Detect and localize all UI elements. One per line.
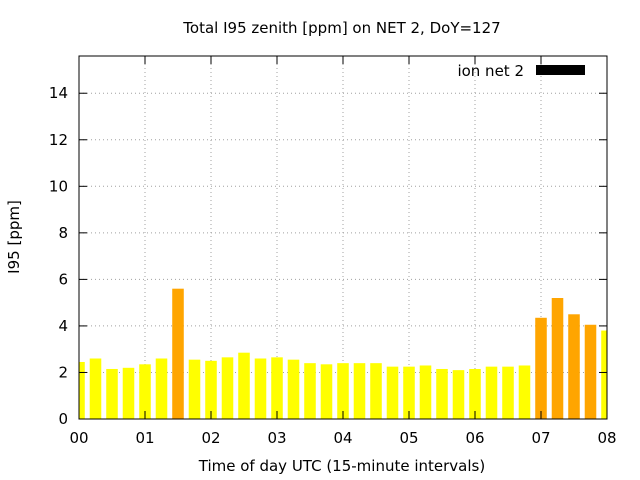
x-axis-label: Time of day UTC (15-minute intervals)	[198, 457, 485, 475]
bar	[601, 330, 607, 419]
bar	[287, 359, 300, 419]
bar	[370, 363, 382, 419]
legend-label: ion net 2	[457, 62, 524, 80]
bar	[238, 352, 250, 419]
y-tick-labels: 0 2 4 6 8 10 12 14	[49, 84, 68, 428]
y-tick-label: 8	[58, 224, 68, 242]
ticks	[78, 56, 608, 420]
y-tick-label: 4	[58, 317, 68, 335]
bar	[518, 365, 531, 419]
bar	[386, 366, 399, 419]
bar	[419, 365, 432, 419]
y-tick-label: 14	[49, 84, 68, 102]
x-tick-label: 06	[465, 429, 484, 447]
bar	[304, 363, 316, 419]
bar	[485, 366, 498, 419]
bar	[353, 363, 366, 419]
x-tick-label: 00	[69, 429, 88, 447]
y-tick-label: 12	[49, 131, 68, 149]
x-tick-label: 07	[531, 429, 550, 447]
legend: ion net 2	[457, 62, 585, 80]
bar	[106, 368, 118, 419]
chart-title: Total I95 zenith [ppm] on NET 2, DoY=127	[182, 19, 500, 37]
bar	[502, 366, 514, 419]
y-axis-label: I95 [ppm]	[5, 200, 23, 274]
bar	[122, 367, 135, 419]
bar	[188, 359, 201, 419]
bar	[337, 363, 349, 419]
bar	[551, 298, 564, 419]
bars	[79, 288, 607, 419]
legend-swatch	[536, 65, 585, 75]
bar	[436, 368, 448, 419]
bar	[221, 357, 234, 419]
bar	[172, 288, 184, 419]
bar	[568, 314, 580, 419]
bar	[254, 358, 267, 419]
y-tick-label: 6	[58, 270, 68, 288]
grid	[79, 56, 607, 419]
y-tick-label: 0	[58, 410, 68, 428]
bar	[271, 357, 283, 419]
y-tick-label: 10	[49, 177, 68, 195]
y-tick-label: 2	[58, 363, 68, 381]
x-tick-label: 04	[333, 429, 352, 447]
bar	[89, 358, 102, 419]
x-tick-label: 08	[597, 429, 616, 447]
bar	[139, 364, 151, 419]
bar	[320, 364, 333, 419]
bar	[469, 368, 481, 419]
bar	[535, 317, 547, 419]
x-tick-label: 02	[201, 429, 220, 447]
bar	[79, 361, 85, 419]
bar	[584, 324, 597, 419]
x-tick-label: 01	[135, 429, 154, 447]
x-tick-label: 05	[399, 429, 418, 447]
bar	[452, 370, 465, 419]
x-tick-label: 03	[267, 429, 286, 447]
x-tick-labels: 00 01 02 03 04 05 06 07 08	[69, 429, 616, 447]
bar	[403, 366, 415, 419]
bar	[205, 360, 217, 419]
bar	[155, 358, 168, 419]
